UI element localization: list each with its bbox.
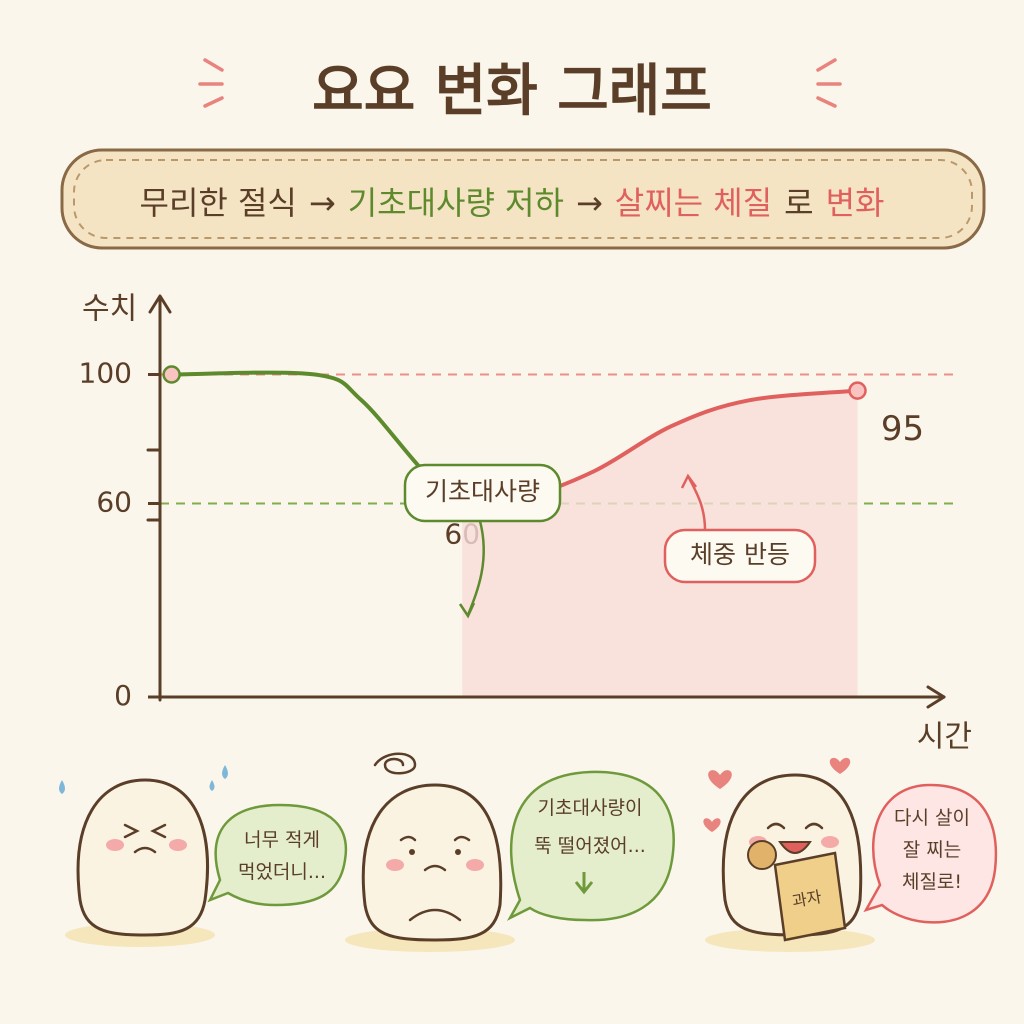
- speech-bubble: [863, 783, 998, 924]
- subtitle-part: 살찌는 체질: [615, 184, 772, 222]
- y-axis-label: 수치: [82, 292, 137, 327]
- speech-bubble: [506, 770, 675, 922]
- callout-box: [663, 528, 817, 584]
- character-happy: [703, 757, 875, 952]
- speech-bubble: [207, 803, 348, 907]
- banner-stitch: [73, 159, 973, 239]
- speech-line: 너무 적게: [244, 829, 320, 851]
- snack-label: 과자: [791, 887, 824, 911]
- subtitle-part: 기초대사량 저하: [348, 184, 564, 222]
- speech-line: 뚝 떨어졌어...: [534, 835, 646, 857]
- character-crying: [59, 765, 228, 947]
- speech-line: 체질로!: [902, 871, 962, 893]
- subtitle-part: →: [309, 184, 336, 222]
- subtitle-banner: [60, 148, 986, 250]
- subtitle-part: 무리한 절식: [140, 184, 297, 222]
- chart-title: 요요 변화 그래프: [312, 59, 712, 124]
- value-label: 95: [881, 409, 924, 449]
- point: [162, 365, 181, 384]
- subtitle-part: 변화: [826, 184, 885, 222]
- callout-arrowhead: [458, 602, 476, 619]
- series-name: 기초대사량: [425, 477, 540, 506]
- down-arrow: [574, 872, 594, 895]
- series-name: 체중 반등: [690, 540, 790, 569]
- y-tick-label: 60: [96, 486, 132, 519]
- plot: 6095기초대사량체중 반등: [160, 365, 960, 697]
- point: [848, 381, 867, 400]
- x-axis-arrow: [926, 685, 946, 709]
- speech-line: 잘 찌는: [903, 839, 961, 861]
- speech-line: 기초대사량이: [538, 797, 643, 819]
- character-sad: [345, 752, 515, 952]
- x-axis-label: 시간: [917, 720, 972, 755]
- speech-line: 다시 살이: [894, 807, 970, 829]
- y-axis-arrow: [148, 294, 172, 314]
- callout-arrowhead: [680, 473, 698, 489]
- subtitle-part: →: [576, 184, 603, 222]
- callout-box: [403, 463, 562, 523]
- subtitle: 무리한 절식 → 기초대사량 저하 → 살찌는 체질 로 변화: [140, 184, 885, 222]
- title-sparks: [198, 58, 842, 108]
- y-tick-label: 100: [79, 357, 132, 390]
- y-tick-label: 0: [114, 679, 132, 712]
- subtitle-part: 로: [784, 184, 813, 222]
- area: [462, 390, 858, 697]
- speech-line: 먹었더니...: [238, 861, 326, 883]
